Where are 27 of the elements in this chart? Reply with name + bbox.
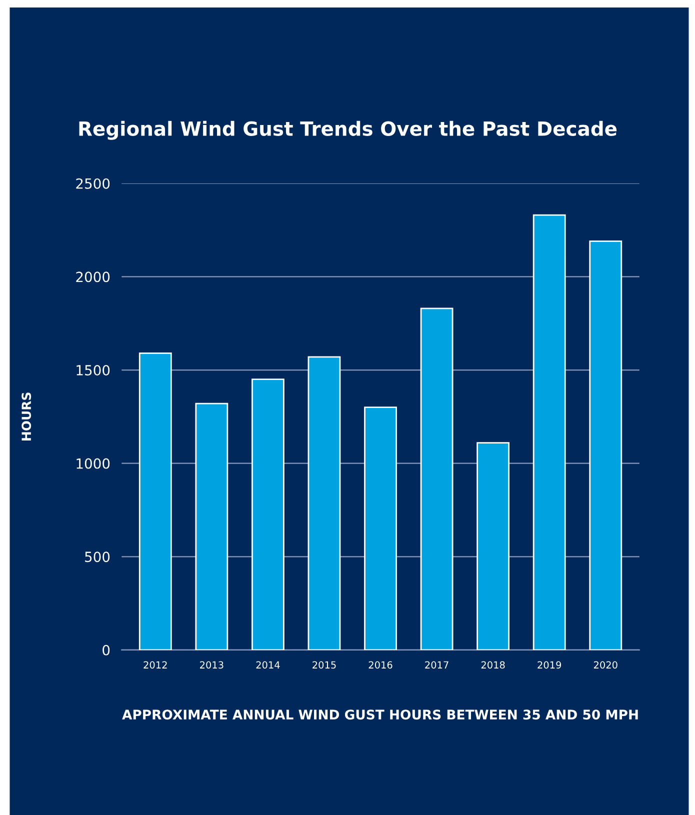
bar: [476, 442, 510, 650]
bar: [138, 352, 172, 650]
bar: [252, 378, 284, 650]
y-tick-label: 0: [102, 644, 110, 656]
bar: [364, 406, 397, 650]
x-tick-label: 2019: [538, 661, 562, 669]
x-tick-label: 2013: [200, 661, 224, 669]
y-tick-label: 1000: [76, 458, 110, 469]
y-axis-title: HOURS: [22, 392, 32, 440]
y-tick-label: 2500: [76, 178, 110, 189]
x-tick-label: 2016: [368, 661, 392, 669]
bar: [420, 308, 454, 650]
x-tick-label: 2012: [144, 661, 167, 669]
y-tick-label: 1500: [76, 364, 110, 376]
bar: [532, 214, 566, 650]
x-axis-title: APPROXIMATE ANNUAL WIND GUST HOURS BETWEEN 35 AND 50 MPH: [122, 710, 638, 720]
x-tick-label: 2015: [312, 661, 336, 669]
bar: [195, 402, 228, 650]
x-tick-label: 2017: [425, 661, 448, 669]
y-tick-label: 500: [85, 552, 110, 562]
bar: [589, 240, 622, 650]
y-tick-label: 2000: [76, 272, 110, 282]
chart-title: Regional Wind Gust Trends Over the Past Decade: [79, 120, 617, 140]
x-tick-label: 2014: [256, 661, 280, 669]
x-tick-label: 2018: [481, 661, 505, 669]
x-tick-label: 2020: [594, 661, 618, 669]
bar: [308, 356, 341, 650]
